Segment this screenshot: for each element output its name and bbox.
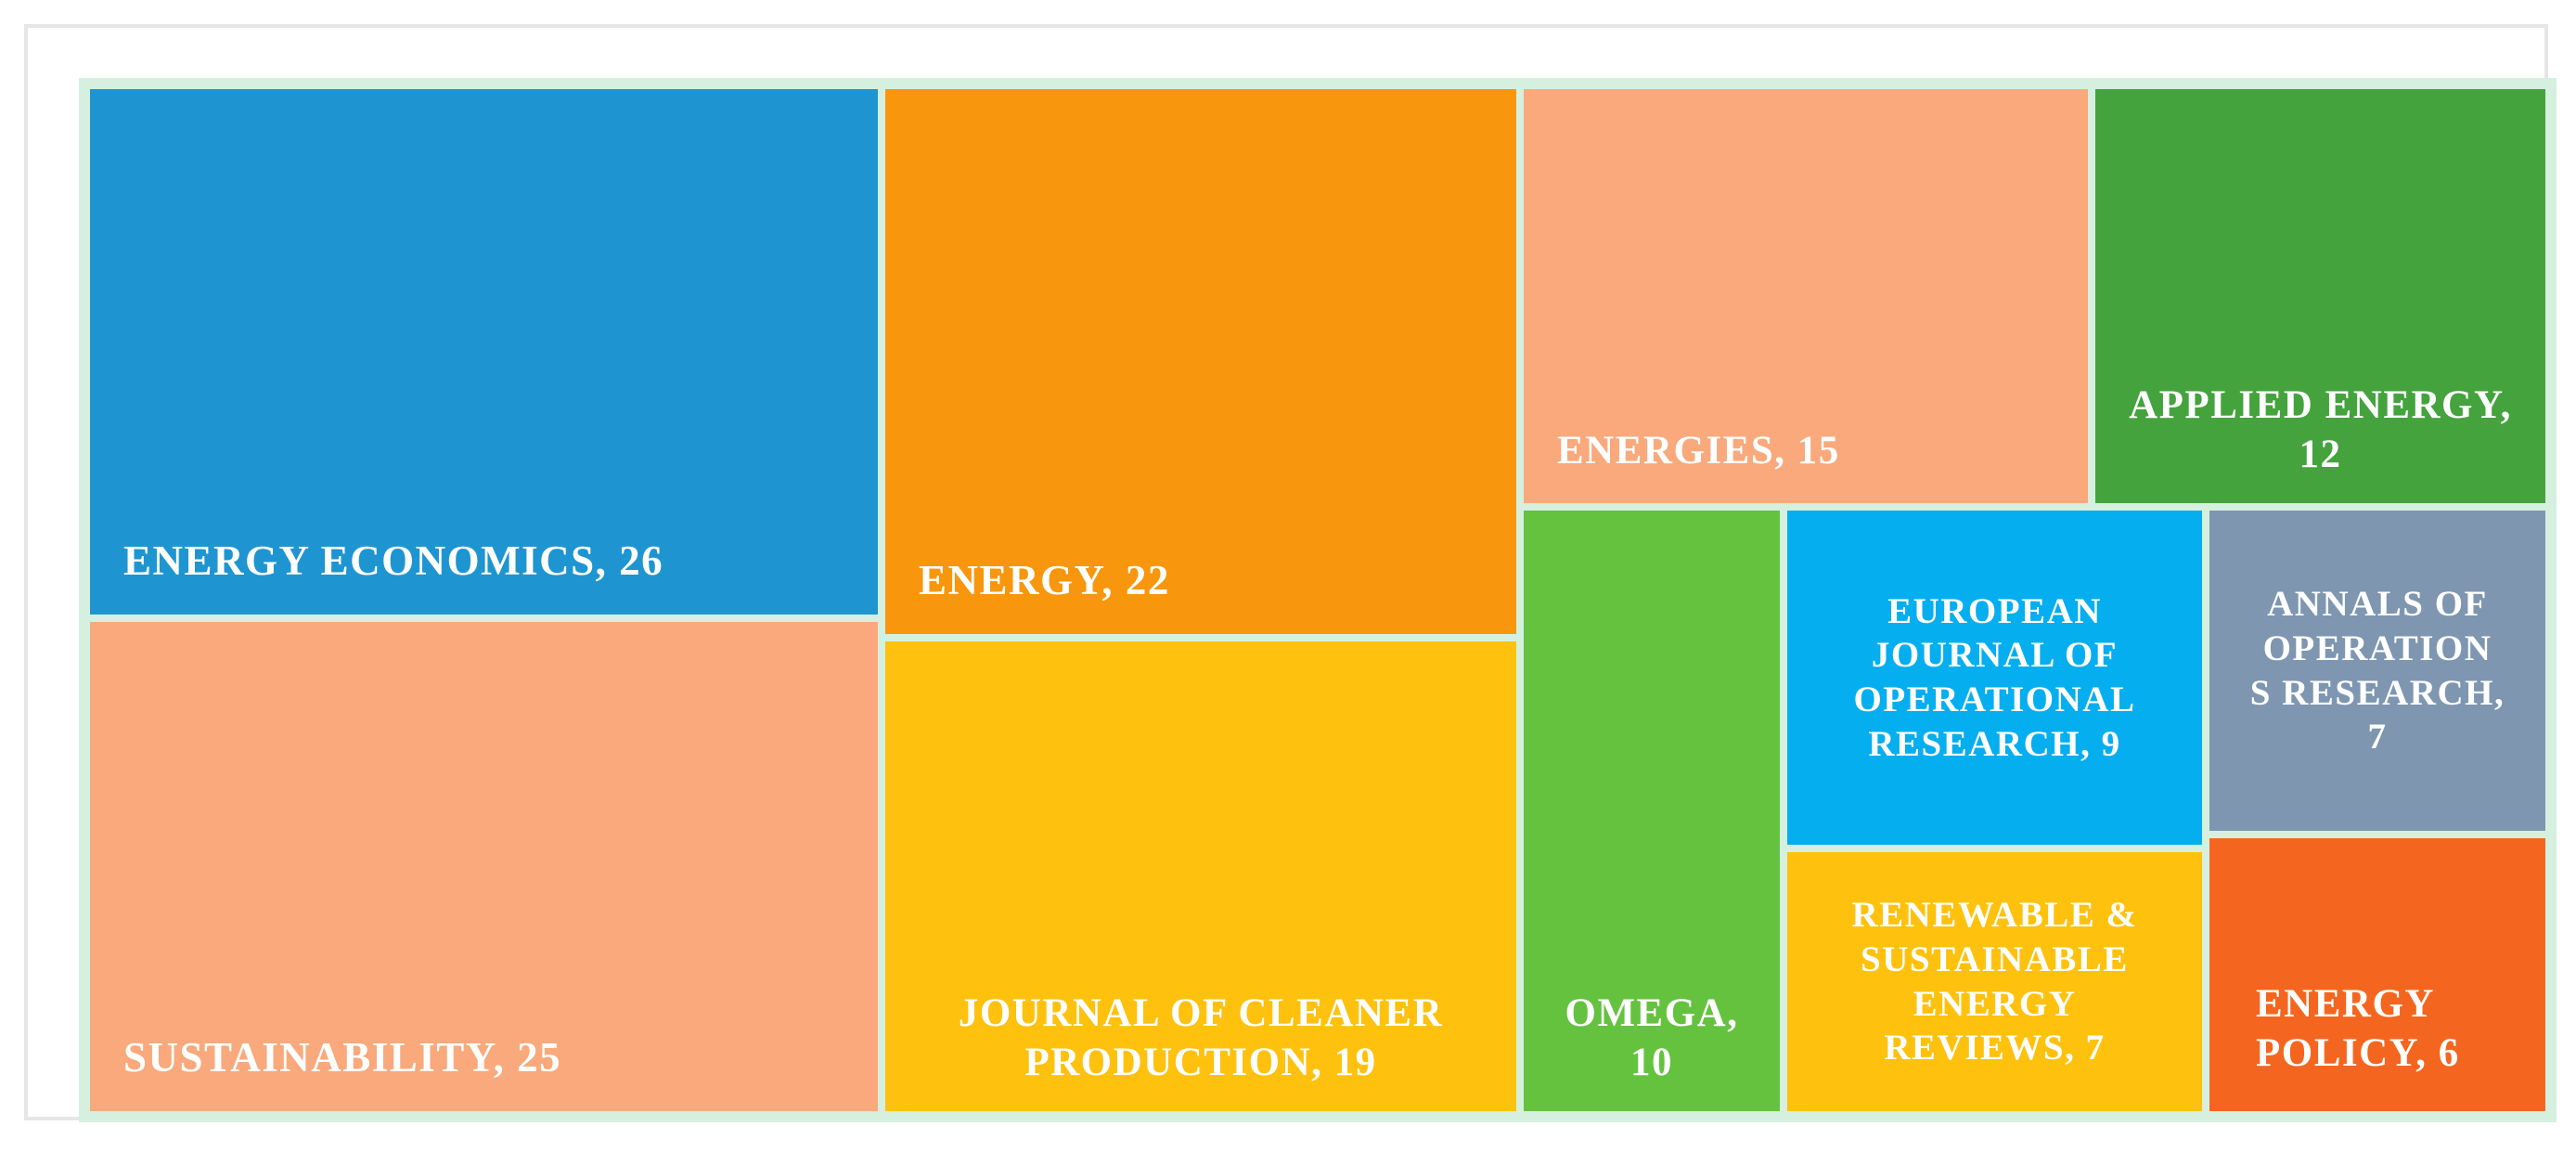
figure-frame: ENERGY ECONOMICS, 26 SUSTAINABILITY, 25 … [24,24,2557,1122]
tile-label: ANNALS OF OPERATION S RESEARCH, 7 [2249,584,2505,757]
treemap-tile-energy-economics: ENERGY ECONOMICS, 26 [90,89,878,615]
tile-label: APPLIED ENERGY, 12 [2129,383,2512,476]
treemap-tile-energy: ENERGY, 22 [885,89,1516,634]
treemap-tile-journal-of-cleaner-production: JOURNAL OF CLEANER PRODUCTION, 19 [885,641,1516,1111]
tile-label: OMEGA, 10 [1565,991,1739,1084]
tile-label: EUROPEAN JOURNAL OF OPERATIONAL RESEARCH… [1853,590,2136,764]
tile-label: ENERGIES, 15 [1557,428,1840,472]
treemap-tile-applied-energy: APPLIED ENERGY, 12 [2095,89,2545,503]
treemap-chart: ENERGY ECONOMICS, 26 SUSTAINABILITY, 25 … [79,78,2557,1122]
treemap-tile-sustainability: SUSTAINABILITY, 25 [90,622,878,1111]
treemap-tile-european-journal-of-operational-research: EUROPEAN JOURNAL OF OPERATIONAL RESEARCH… [1787,511,2202,845]
treemap-tile-energy-policy: ENERGY POLICY, 6 [2209,838,2545,1111]
tile-label: ENERGY ECONOMICS, 26 [123,537,664,585]
treemap-tile-omega: OMEGA, 10 [1524,511,1780,1111]
treemap-tile-annals-of-operations-research: ANNALS OF OPERATION S RESEARCH, 7 [2209,511,2545,831]
treemap-tile-renewable-sustainable-energy-reviews: RENEWABLE & SUSTAINABLE ENERGY REVIEWS, … [1787,852,2202,1111]
tile-label: SUSTAINABILITY, 25 [123,1034,562,1081]
tile-label: ENERGY POLICY, 6 [2256,982,2460,1075]
tile-label: RENEWABLE & SUSTAINABLE ENERGY REVIEWS, … [1851,895,2138,1068]
treemap-tile-energies: ENERGIES, 15 [1524,89,2088,503]
tile-label: ENERGY, 22 [919,557,1170,604]
tile-label: JOURNAL OF CLEANER PRODUCTION, 19 [958,991,1444,1084]
